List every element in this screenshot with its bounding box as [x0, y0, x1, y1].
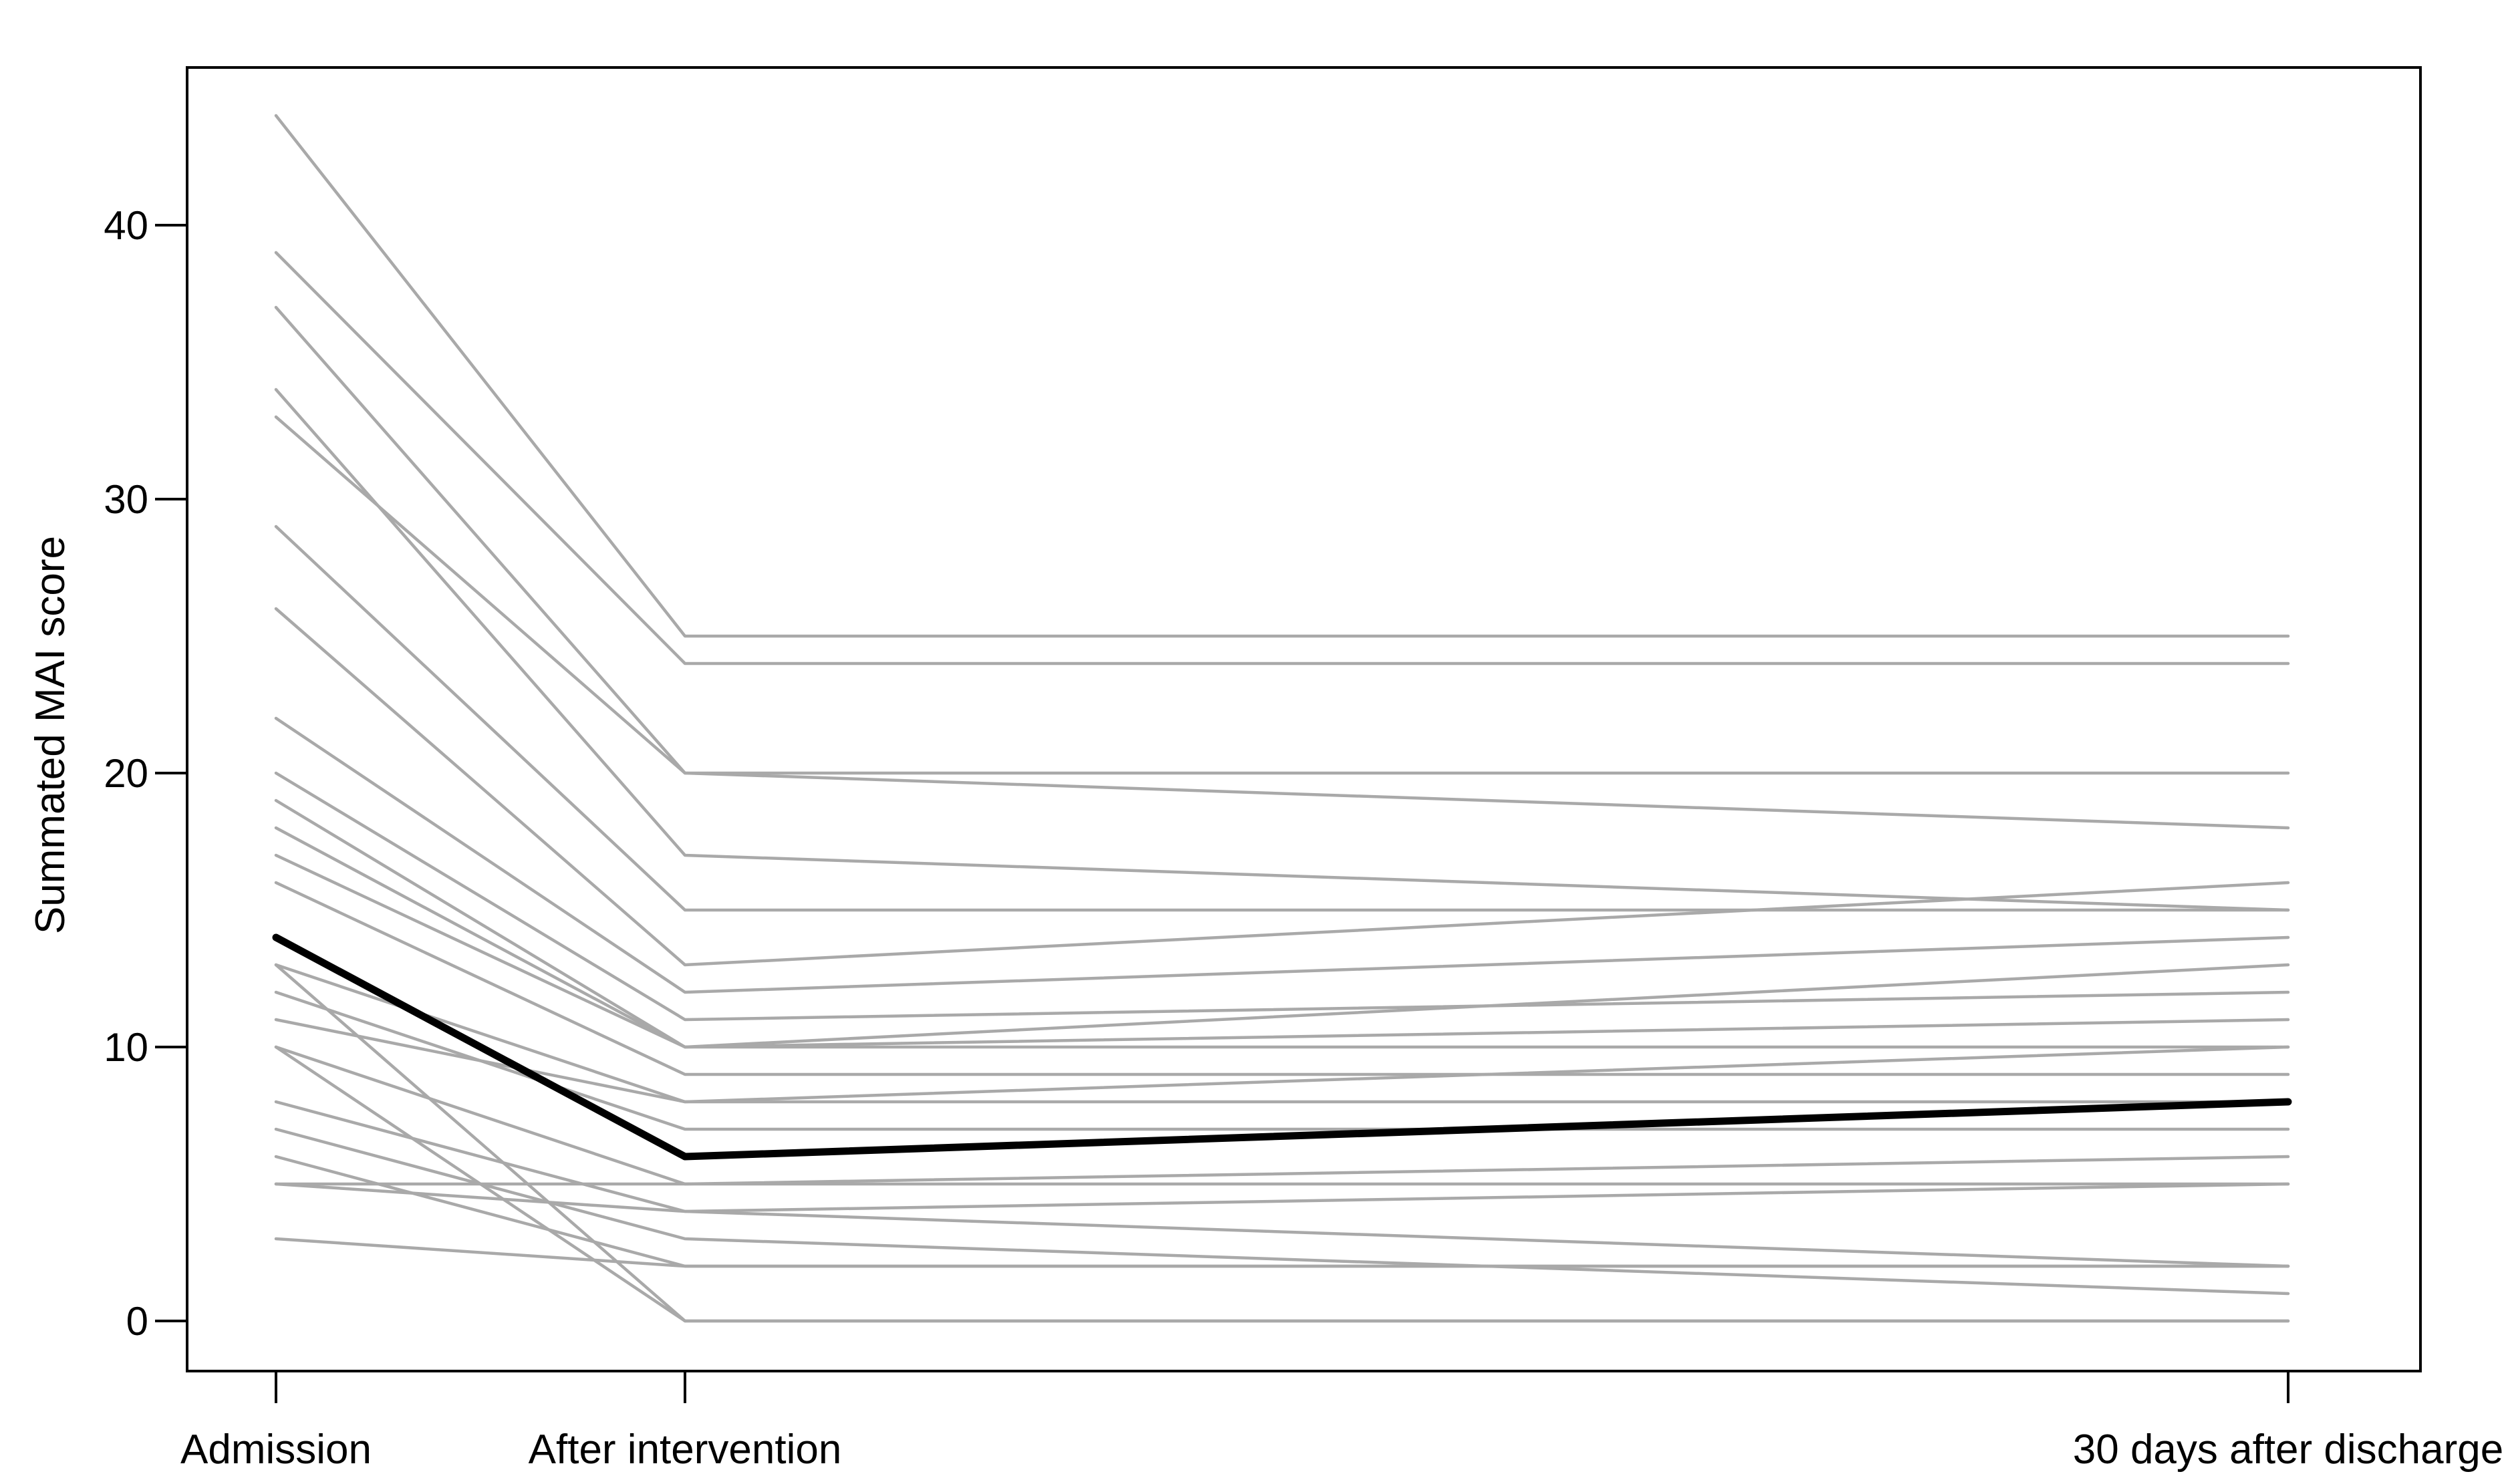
- y-tick-label: 40: [104, 203, 148, 248]
- y-tick-label: 0: [126, 1299, 148, 1344]
- patient-line: [274, 826, 2290, 1049]
- trajectory-lines: [272, 114, 2292, 1323]
- y-axis-title: Summated MAI score: [27, 536, 74, 934]
- patient-line: [274, 1182, 2290, 1213]
- patient-line: [274, 1155, 2290, 1186]
- patient-line: [274, 607, 2290, 967]
- patient-line: [274, 525, 2290, 912]
- patient-line: [274, 1018, 2290, 1104]
- patient-line: [274, 771, 2290, 1022]
- mean-line: [272, 933, 2292, 1161]
- patient-line: [274, 1127, 2290, 1296]
- patient-line: [274, 716, 2290, 994]
- patient-line: [274, 114, 2290, 638]
- patient-line: [274, 990, 2290, 1131]
- y-axis: 0 10 20 30 40: [104, 203, 187, 1344]
- x-axis: Admission After intervention 30 days after…: [180, 1371, 2503, 1473]
- patient-line: [274, 388, 2290, 912]
- y-tick-label: 10: [104, 1025, 148, 1070]
- patient-line: [274, 881, 2290, 1076]
- patient-line: [274, 415, 2290, 830]
- patient-line: [274, 853, 2290, 1049]
- y-tick-label: 20: [104, 751, 148, 796]
- patient-line: [274, 305, 2290, 775]
- x-category-label: Admission: [180, 1427, 372, 1473]
- patient-line: [274, 251, 2290, 665]
- y-tick-label: 30: [104, 477, 148, 522]
- patient-line: [274, 1237, 2290, 1268]
- plot-frame: [186, 66, 2422, 1372]
- x-category-label: After intervention: [529, 1427, 842, 1473]
- x-category-label: 30 days after discharge: [2073, 1427, 2504, 1473]
